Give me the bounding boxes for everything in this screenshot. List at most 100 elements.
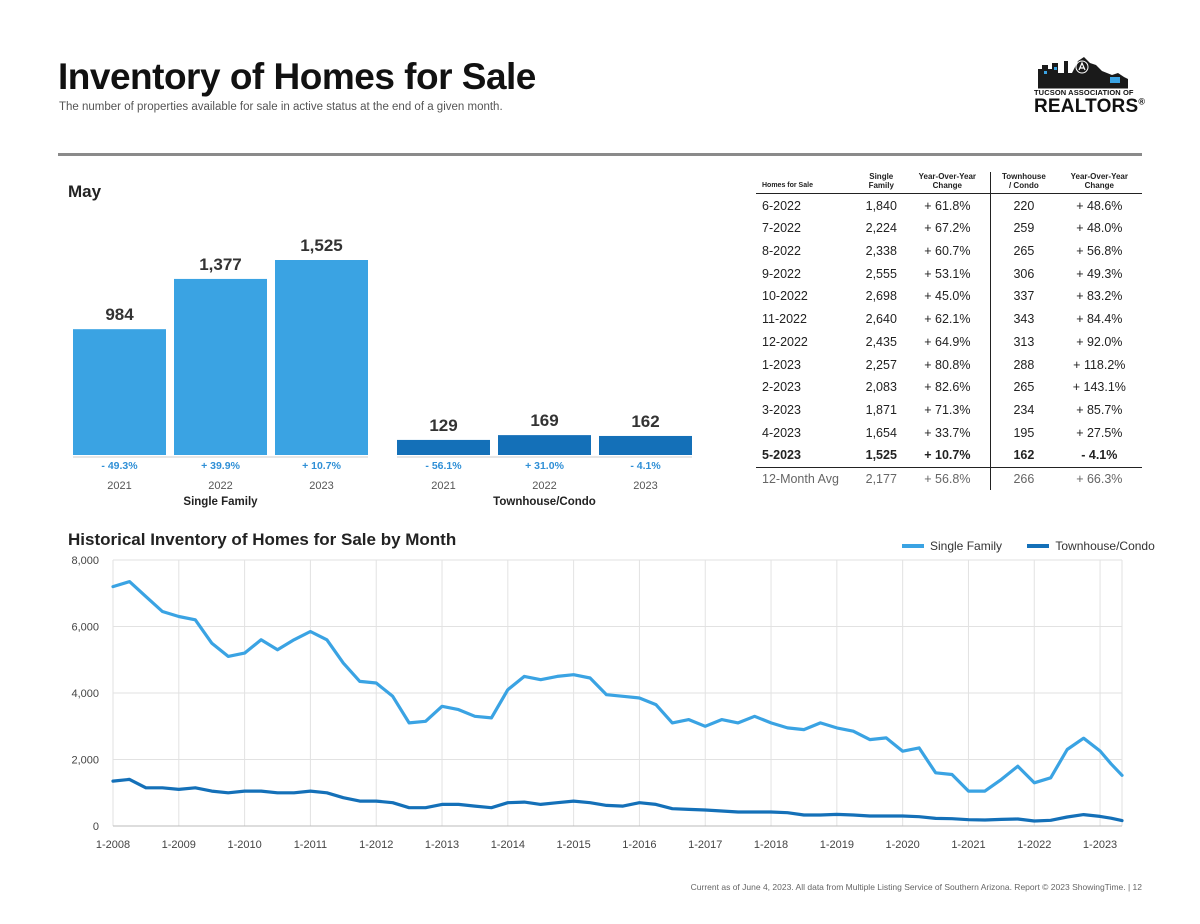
bar-change-label: + 31.0%	[525, 460, 564, 472]
table-cell: 2,177	[865, 471, 897, 486]
table-row: 10-2022 2,698 + 45.0% 337 + 83.2%	[756, 285, 1142, 308]
table-cell: 2,640	[865, 312, 897, 327]
table-cell: + 85.7%	[1076, 402, 1123, 417]
table-cell: 11-2022	[762, 312, 807, 327]
table-cell: 2,083	[865, 380, 897, 395]
bar-change-label: + 10.7%	[302, 460, 341, 472]
table-cell: + 62.1%	[924, 312, 971, 327]
table-row: 7-2022 2,224 + 67.2% 259 + 48.0%	[756, 217, 1142, 240]
column-header: Single Family	[868, 172, 894, 191]
table-cell: 4-2023	[762, 425, 801, 440]
bar-value-label: 169	[530, 411, 558, 430]
page-subtitle: The number of properties available for s…	[59, 101, 503, 113]
column-header: Homes for Sale	[762, 182, 813, 190]
table-row: 5-2023 1,525 + 10.7% 162- 4.1%	[756, 443, 1142, 468]
table-cell: + 33.7%	[924, 425, 971, 440]
column-header: Year-Over-Year Change	[1070, 172, 1128, 191]
bar-value-label: 1,525	[300, 236, 343, 255]
table-cell: 343	[990, 307, 1057, 331]
table-cell: + 118.2%	[1073, 357, 1126, 372]
bar-change-label: - 49.3%	[101, 460, 138, 472]
table-row: 9-2022 2,555 + 53.1% 306 + 49.3%	[756, 262, 1142, 286]
legend-label: Townhouse/Condo	[1055, 539, 1155, 553]
bar-category-label: 2022	[532, 480, 556, 492]
footer-note: Current as of June 4, 2023. All data fro…	[690, 882, 1142, 892]
table-cell: + 60.7%	[924, 244, 971, 259]
table-cell: 5-2023	[756, 443, 858, 468]
historical-line-chart: 0 2,000 4,000 6,000 8,000 1-2008 1-2009 1-2010 1…	[71, 555, 1124, 851]
group-label: Single Family	[183, 496, 258, 508]
summary-table: Homes for Sale Single Family Year-Over-Ye…	[756, 172, 1142, 491]
table-row: 12-2022 2,435 + 64.9% 313 + 92.0%	[756, 330, 1142, 354]
table-row: 4-2023 1,654 + 33.7% 195 + 27.5%	[756, 421, 1142, 444]
may-bar-chart: 984 - 49.3% 2021 1,377 + 39.9% 2022 1,525 + 10.…	[73, 236, 692, 508]
table-cell: + 48.0%	[1076, 221, 1123, 236]
legend-item-townhouse-condo: Townhouse/Condo	[1027, 539, 1155, 553]
table-cell: 288	[990, 353, 1057, 376]
bar-category-label: 2021	[107, 480, 131, 492]
x-tick-label: 1-2012	[359, 839, 393, 851]
tucson-skyline-logo-icon	[1038, 57, 1128, 89]
table-cell: + 71.3%	[924, 402, 971, 417]
bar-change-label: - 56.1%	[425, 460, 462, 472]
table-cell: + 66.3%	[1076, 471, 1123, 486]
bar	[498, 435, 591, 455]
y-tick-label: 4,000	[71, 688, 99, 700]
group-label: Townhouse/Condo	[493, 496, 596, 508]
table-cell: 6-2022	[762, 198, 801, 213]
table-cell: 337	[990, 285, 1057, 308]
x-tick-label: 1-2014	[491, 839, 525, 851]
table-cell: 306	[990, 262, 1057, 286]
table-cell: + 84.4%	[1076, 312, 1123, 327]
logo-text-realtors: REALTORS®	[1034, 96, 1146, 117]
column-header: Year-Over-Year Change	[918, 172, 977, 191]
table-cell: 1,840	[865, 198, 897, 213]
x-tick-label: 1-2018	[754, 839, 788, 851]
registered-mark: ®	[1138, 96, 1146, 107]
table-cell: 266	[990, 467, 1057, 491]
x-tick-label: 1-2010	[227, 839, 261, 851]
legend-label: Single Family	[930, 539, 1003, 553]
table-row: 2-2023 2,083 + 82.6% 265 + 143.1%	[756, 375, 1142, 399]
table-cell: + 27.5%	[1076, 425, 1123, 440]
x-tick-label: 1-2015	[556, 839, 590, 851]
table-cell: 220	[990, 193, 1057, 218]
y-tick-label: 2,000	[71, 755, 99, 767]
table-cell: + 64.9%	[924, 334, 971, 349]
table-cell: 265	[990, 375, 1057, 399]
table-cell: 1-2023	[762, 357, 801, 372]
table-cell: 2,435	[865, 334, 897, 349]
table-cell: + 10.7%	[904, 443, 991, 468]
page-title: Inventory of Homes for Sale	[58, 56, 536, 97]
x-tick-label: 1-2019	[820, 839, 854, 851]
legend-item-single-family: Single Family	[902, 539, 1002, 553]
table-cell: 10-2022	[762, 289, 808, 304]
bar-category-label: 2023	[633, 480, 657, 492]
table-cell: + 83.2%	[1076, 289, 1123, 304]
table-cell: 12-Month Avg	[762, 471, 839, 486]
bar	[174, 278, 267, 455]
table-cell: 7-2022	[762, 221, 801, 236]
bar-category-label: 2022	[208, 480, 232, 492]
x-tick-label: 1-2009	[162, 839, 196, 851]
table-cell: - 4.1%	[1056, 443, 1142, 468]
table-row: 3-2023 1,871 + 71.3% 234 + 85.7%	[756, 398, 1142, 422]
line-chart-title: Historical Inventory of Homes for Sale b…	[68, 530, 457, 549]
table-cell: + 82.6%	[924, 380, 971, 395]
table-row: 12-Month Avg 2,177 + 56.8% 266 + 66.3%	[756, 467, 1142, 491]
chart-legend: Single Family Townhouse/Condo	[880, 537, 1155, 553]
table-cell: 265	[990, 239, 1057, 263]
table-cell: 1,654	[865, 425, 897, 440]
table-row: 8-2022 2,338 + 60.7% 265 + 56.8%	[756, 239, 1142, 263]
logo-text-association: TUCSON ASSOCIATION OF	[1034, 88, 1134, 97]
legend-swatch	[1027, 544, 1050, 548]
x-tick-label: 1-2011	[294, 839, 327, 851]
table-cell: 259	[990, 217, 1057, 240]
table-cell: + 143.1%	[1072, 380, 1126, 395]
table-cell: + 56.8%	[924, 471, 971, 486]
x-tick-label: 1-2016	[622, 839, 656, 851]
table-cell: 12-2022	[762, 334, 808, 349]
x-tick-label: 1-2017	[688, 839, 722, 851]
table-cell: + 56.8%	[1076, 244, 1123, 259]
bar	[599, 435, 692, 455]
